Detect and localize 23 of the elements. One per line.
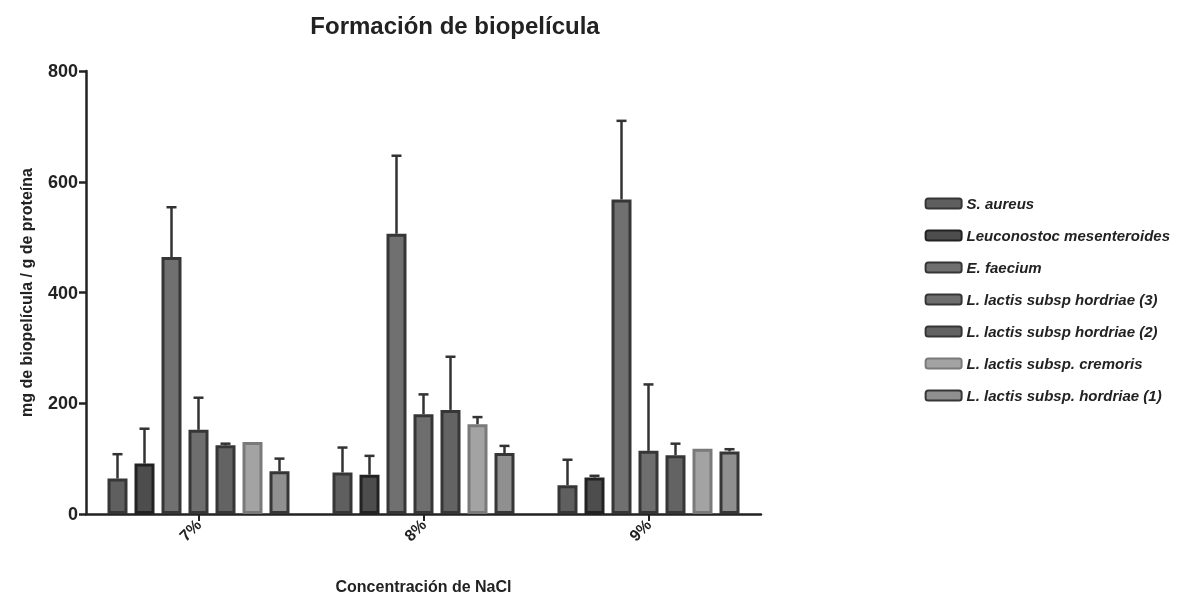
x-axis-title: Concentración de NaCl <box>335 577 512 595</box>
y-tick-label: 0 <box>67 504 78 524</box>
x-tick-label: 8% <box>401 515 430 545</box>
legend-label: S. aureus <box>966 195 1035 212</box>
x-tick-label: 9% <box>626 515 655 545</box>
y-axis-title: mg de biopelícula / g de proteína <box>17 167 35 417</box>
legend-label: L. lactis subsp. cremoris <box>966 355 1143 372</box>
bar <box>242 442 263 514</box>
bar <box>215 445 236 514</box>
legend-label: Leuconostoc mesenteroides <box>966 227 1170 244</box>
legend-label: L. lactis subsp hordriae (2) <box>966 323 1158 340</box>
y-tick-label: 200 <box>47 393 78 414</box>
y-tick-label: 800 <box>47 61 78 81</box>
legend-label: L. lactis subsp hordriae (3) <box>966 291 1158 308</box>
y-tick-label: 600 <box>47 171 78 192</box>
chart-title: Formación de biopelícula <box>310 11 601 39</box>
bar <box>692 448 713 514</box>
bar <box>467 424 488 514</box>
legend-label: E. faecium <box>966 259 1042 276</box>
y-tick-label: 400 <box>47 282 78 303</box>
x-tick-label: 7% <box>176 515 205 545</box>
bar <box>719 451 740 514</box>
legend-label: L. lactis subsp. hordriae (1) <box>966 387 1162 404</box>
